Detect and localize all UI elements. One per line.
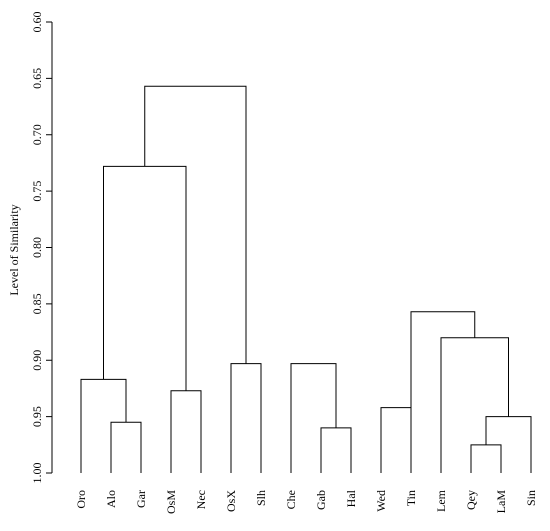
- y-tick-label: 0.80: [30, 237, 44, 258]
- dendrogram-link: [470, 444, 502, 473]
- leaf-label: Nec: [194, 490, 208, 509]
- leaf-label: Che: [284, 490, 298, 509]
- dendrogram-links: [80, 85, 532, 473]
- leaf-label: OsM: [164, 490, 178, 514]
- y-tick-label: 0.75: [30, 181, 44, 202]
- leaf-label: Lem: [434, 489, 448, 512]
- dendrogram-link: [80, 378, 127, 473]
- leaf-label: Wed: [374, 490, 388, 512]
- leaf-label: Tin: [404, 490, 418, 506]
- dendrogram-link: [144, 85, 247, 364]
- y-axis: 0.60 0.65 0.70 0.75 0.80 0.85 0.90 0.95 1.00: [30, 12, 53, 484]
- y-tick-label: 0.65: [30, 68, 44, 89]
- leaf-label: Qey: [464, 490, 478, 510]
- dendrogram-link: [103, 165, 187, 391]
- y-tick-label: 0.60: [30, 12, 44, 33]
- leaf-label: Gab: [314, 490, 328, 510]
- y-tick-label: 0.70: [30, 124, 44, 145]
- y-axis-label: Level of Similarity: [7, 204, 21, 295]
- leaf-labels: Oro Alo Gar OsM Nec OsX Slh Che Gab Hal Wed Tin Lem Q…: [74, 489, 538, 514]
- y-tick-label: 0.90: [30, 350, 44, 371]
- y-tick-label: 1.00: [30, 463, 44, 484]
- dendrogram-link: [290, 363, 337, 473]
- leaf-label: Slh: [254, 490, 268, 506]
- leaf-label: Hal: [344, 489, 358, 507]
- leaf-label: Gar: [134, 490, 148, 508]
- leaf-label: Sin: [524, 490, 538, 506]
- dendrogram-link: [410, 311, 476, 473]
- dendrogram-link: [230, 363, 262, 473]
- dendrogram-link: [110, 421, 142, 473]
- dendrogram-link: [170, 390, 202, 473]
- leaf-label: OsX: [224, 490, 238, 512]
- dendrogram-link: [440, 337, 509, 473]
- y-tick-label: 0.95: [30, 406, 44, 427]
- leaf-label: LaM: [494, 490, 508, 514]
- leaf-label: Oro: [74, 490, 88, 509]
- dendrogram-link: [380, 407, 412, 473]
- dendrogram-link: [320, 427, 352, 473]
- y-tick-label: 0.85: [30, 293, 44, 314]
- leaf-label: Alo: [104, 490, 118, 508]
